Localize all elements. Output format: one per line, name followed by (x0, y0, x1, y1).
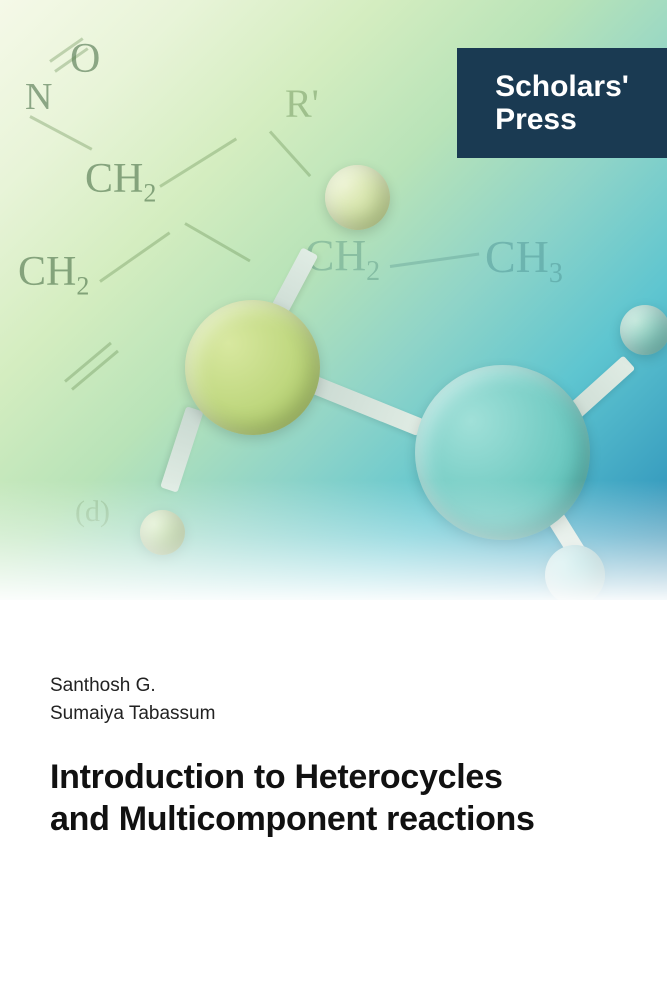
author-1: Santhosh G. (50, 675, 156, 696)
publisher-line2: Press (495, 103, 577, 136)
chem-line (390, 252, 480, 267)
molecule-sphere (325, 165, 390, 230)
title-line1: Introduction to Heterocycles (50, 758, 503, 796)
chem-line (184, 222, 250, 262)
author-2: Sumaiya Tabassum (50, 703, 215, 724)
molecule-sphere (545, 545, 605, 600)
book-title: Introduction to Heterocycles and Multico… (50, 757, 617, 840)
chem-label: N (25, 75, 52, 119)
molecule-sphere (185, 300, 320, 435)
molecule-sphere (415, 365, 590, 540)
chem-line (269, 130, 311, 177)
lower-section: Santhosh G. Sumaiya Tabassum Introductio… (0, 600, 667, 1000)
authors: Santhosh G. Sumaiya Tabassum (50, 672, 617, 727)
molecule-sphere (620, 305, 667, 355)
chem-label: CH2 (85, 155, 156, 208)
chem-label: CH2 (18, 248, 89, 301)
chem-line (29, 115, 92, 151)
publisher-badge: Scholars' Press (457, 48, 667, 158)
publisher-line1: Scholars' (495, 70, 629, 103)
chem-label: CH3 (485, 230, 563, 290)
publisher-name: Scholars' Press (495, 70, 629, 136)
chem-line (99, 232, 170, 283)
molecule-bond (160, 406, 203, 492)
title-line2: and Multicomponent reactions (50, 800, 535, 838)
chem-line (159, 138, 237, 188)
chem-label: R' (285, 80, 319, 127)
molecule-sphere (140, 510, 185, 555)
chem-label: (d) (75, 495, 110, 529)
